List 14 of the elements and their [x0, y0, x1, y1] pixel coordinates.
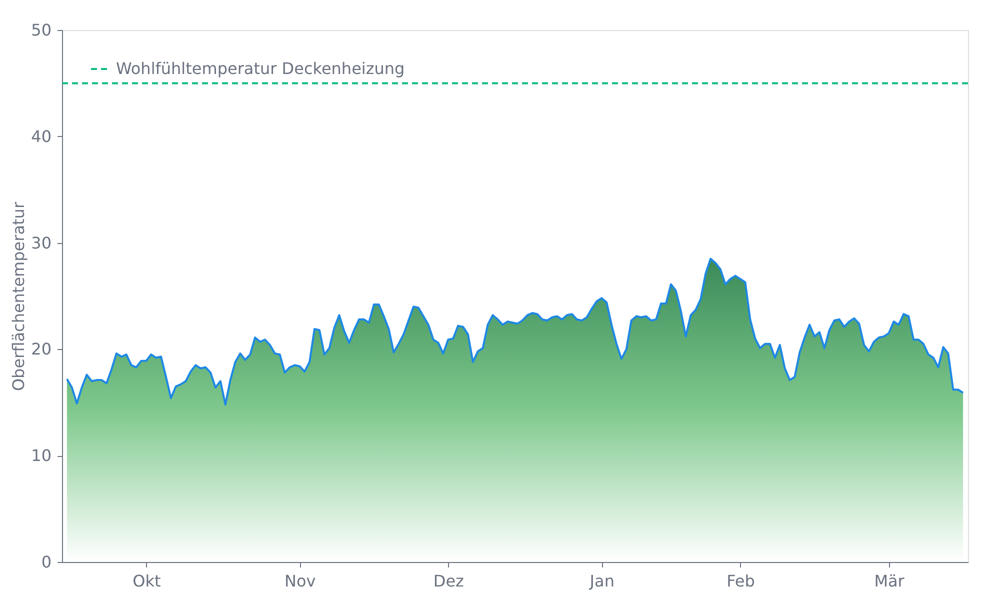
y-tick-label: 40 [31, 126, 52, 146]
x-tick-label: Jan [588, 572, 614, 590]
x-tick-label: Dez [433, 572, 464, 590]
y-tick-label: 20 [31, 340, 52, 359]
y-tick-label: 10 [31, 446, 52, 466]
y-axis-title: Oberflächentemperatur [9, 202, 28, 392]
x-tick-label: Nov [284, 572, 316, 590]
y-tick-label: 30 [31, 233, 52, 252]
y-tick-label: 0 [41, 552, 52, 572]
x-tick-label: Okt [132, 572, 161, 590]
y-tick-label: 50 [31, 20, 52, 40]
legend-label: Wohlfühltemperatur Deckenheizung [116, 59, 405, 78]
x-tick-label: Feb [726, 572, 755, 590]
x-tick-label: Mär [874, 572, 905, 590]
